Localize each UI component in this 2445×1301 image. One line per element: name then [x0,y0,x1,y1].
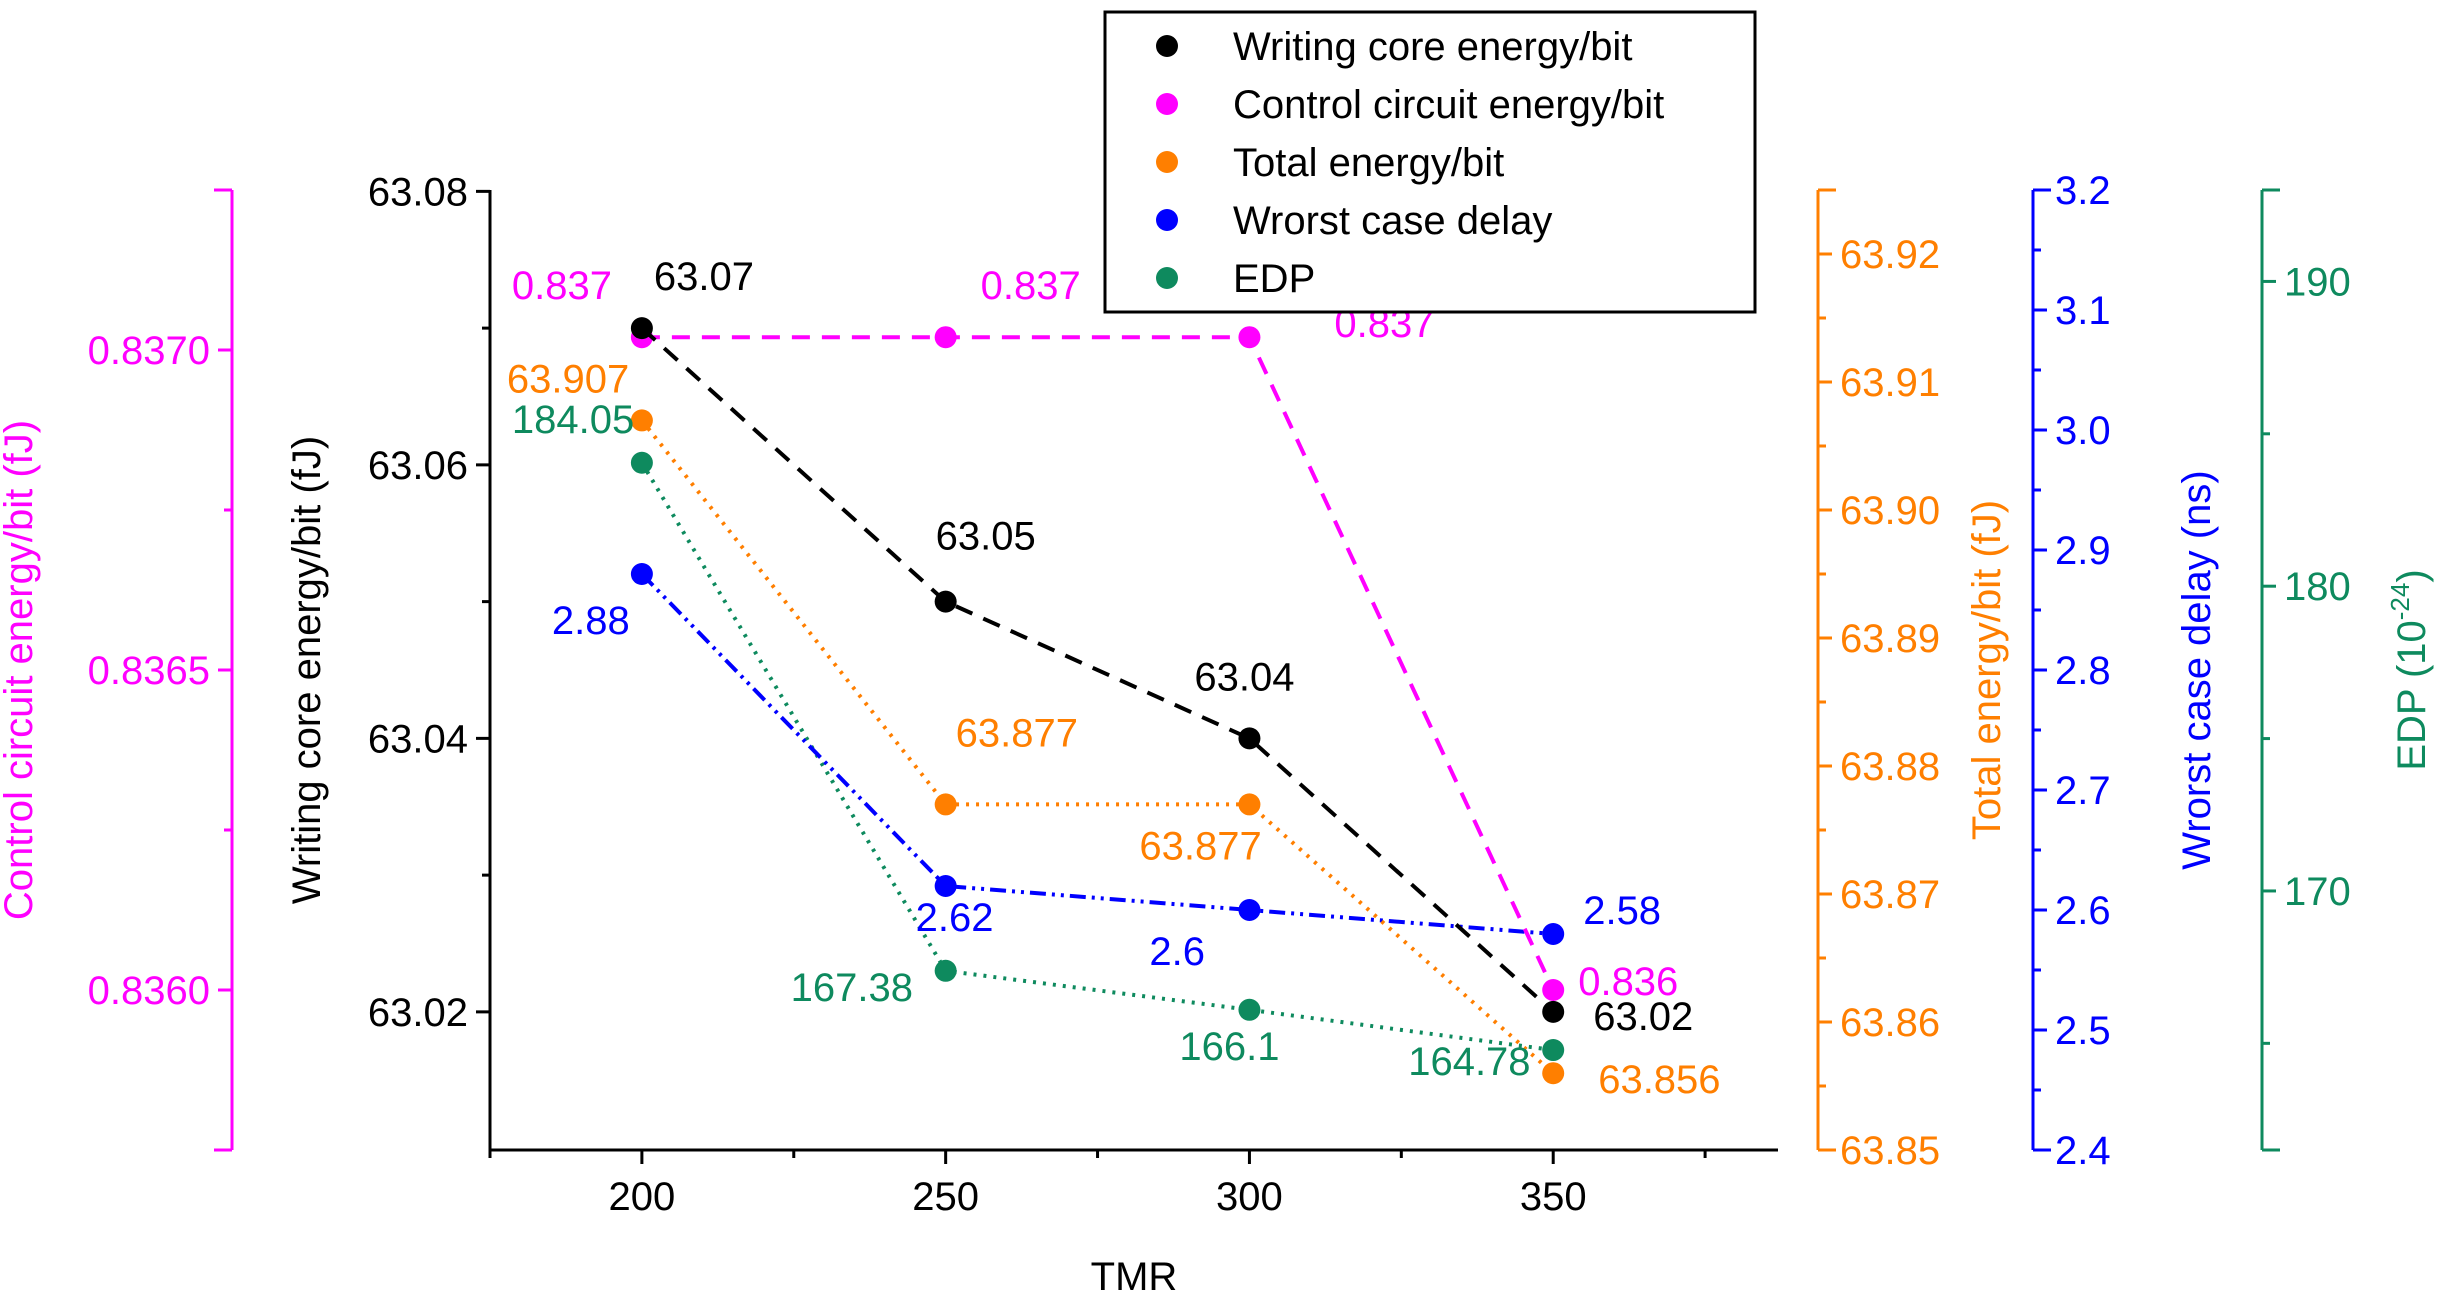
data-label-3: 2.6 [1149,930,1205,974]
x-tick-label: 250 [912,1175,979,1219]
writing-tick-label: 63.02 [368,991,468,1035]
total-tick-label: 63.87 [1840,873,1940,917]
legend-label: Writing core energy/bit [1233,25,1632,69]
total-tick-label: 63.91 [1840,361,1940,405]
series-line-1 [641,335,1556,991]
delay-tick-label: 2.5 [2055,1009,2111,1053]
series-point-0 [1238,727,1261,750]
delay-tick-label: 2.4 [2055,1129,2111,1173]
series-point-3 [1238,899,1261,921]
x-tick-label: 350 [1520,1175,1587,1219]
series-point-4 [934,959,957,982]
series-layer [630,317,1565,1085]
delay-tick-label: 2.7 [2055,769,2111,813]
legend-marker [1156,209,1178,231]
data-label-0: 63.07 [654,255,754,299]
series-point-0 [630,317,653,340]
delay-tick-label: 2.8 [2055,649,2111,693]
data-label-3: 2.88 [552,599,630,643]
x-axis-title: TMR [1091,1255,1178,1299]
delay-tick-label: 3.1 [2055,289,2111,333]
axes-layer: 63.02 63.04 63.06 63.08 Writing core energy/… [0,169,2434,1299]
series-point-2 [630,409,653,432]
series-point-2 [934,793,957,816]
legend-label: Total energy/bit [1233,141,1504,185]
series-point-4 [1238,998,1261,1021]
data-label-3: 2.58 [1583,889,1661,933]
legend-marker [1156,93,1178,115]
series-line-3 [640,572,1554,936]
series-point-2 [1238,793,1261,816]
data-label-1: 0.837 [512,264,612,308]
data-label-4: 184.05 [512,398,634,442]
delay-axis-title: Wrorst case delay (ns) [2175,470,2219,869]
data-label-0: 63.02 [1593,995,1693,1039]
control-tick-label: 0.8365 [88,649,210,693]
writing-axis-title: Writing core energy/bit (fJ) [285,436,329,904]
data-label-4: 166.1 [1179,1025,1279,1069]
delay-tick-label: 2.6 [2055,889,2111,933]
edp-axis-title-sup: -24 [2385,583,2415,621]
control-tick-label: 0.8370 [88,329,210,373]
series-point-4 [630,451,653,474]
legend-box [1103,10,1757,314]
edp-axis-title-base: EDP (10 [2390,620,2434,770]
legend: Writing core energy/bit Control circuit e… [1103,10,1757,314]
series-point-0 [1542,1000,1565,1023]
series-point-3 [1542,923,1565,945]
data-label-2: 63.877 [956,711,1078,755]
series-point-3 [934,875,957,897]
writing-tick-label: 63.06 [368,444,468,488]
x-tick-label: 200 [609,1175,676,1219]
data-label-4: 164.78 [1408,1040,1530,1084]
data-label-4: 167.38 [791,966,913,1010]
data-label-2: 63.907 [507,357,629,401]
total-tick-label: 63.86 [1840,1001,1940,1045]
series-point-1 [934,326,957,349]
legend-label: EDP [1233,257,1315,301]
series-point-4 [1542,1039,1565,1062]
legend-label: Control circuit energy/bit [1233,83,1664,127]
delay-tick-label: 3.0 [2055,409,2111,453]
data-labels-layer: 184.05 167.38 166.1 164.78 2.88 2.62 2.6 2.58 63… [507,255,1721,1102]
data-label-1: 0.837 [981,264,1081,308]
delay-tick-label: 2.9 [2055,529,2111,573]
edp-tick-label: 190 [2284,260,2351,304]
writing-tick-label: 63.08 [368,170,468,214]
series-point-1 [1238,326,1261,349]
writing-tick-label: 63.04 [368,717,468,761]
total-tick-label: 63.85 [1840,1129,1940,1173]
legend-label: Wrorst case delay [1233,199,1552,243]
data-label-1: 0.836 [1578,960,1678,1004]
legend-marker [1156,267,1178,289]
series-point-2 [1542,1062,1565,1085]
total-tick-label: 63.88 [1840,745,1940,789]
series-point-0 [934,590,957,613]
edp-tick-label: 180 [2284,565,2351,609]
data-label-0: 63.05 [936,515,1036,559]
x-tick-label: 300 [1216,1175,1283,1219]
series-point-3 [630,563,653,585]
total-tick-label: 63.89 [1840,617,1940,661]
data-label-2: 63.856 [1598,1058,1720,1102]
data-label-0: 63.04 [1194,655,1294,699]
legend-marker [1156,35,1178,57]
total-axis-title: Total energy/bit (fJ) [1965,500,2009,840]
control-tick-label: 0.8360 [88,969,210,1013]
delay-tick-label: 3.2 [2055,169,2111,213]
legend-marker [1156,151,1178,173]
series-line-4 [640,461,1554,1053]
series-line-0 [640,326,1555,1014]
series-line-2 [640,419,1555,1075]
total-tick-label: 63.92 [1840,233,1940,277]
edp-axis-title-end: ) [2390,569,2434,582]
control-axis-title: Control circuit energy/bit (fJ) [0,420,41,920]
edp-tick-label: 170 [2284,870,2351,914]
data-label-2: 63.877 [1139,824,1261,868]
series-point-1 [1542,979,1565,1001]
edp-axis-title: EDP (10-24) [2385,569,2434,770]
data-label-3: 2.62 [916,896,994,940]
total-tick-label: 63.90 [1840,489,1940,533]
